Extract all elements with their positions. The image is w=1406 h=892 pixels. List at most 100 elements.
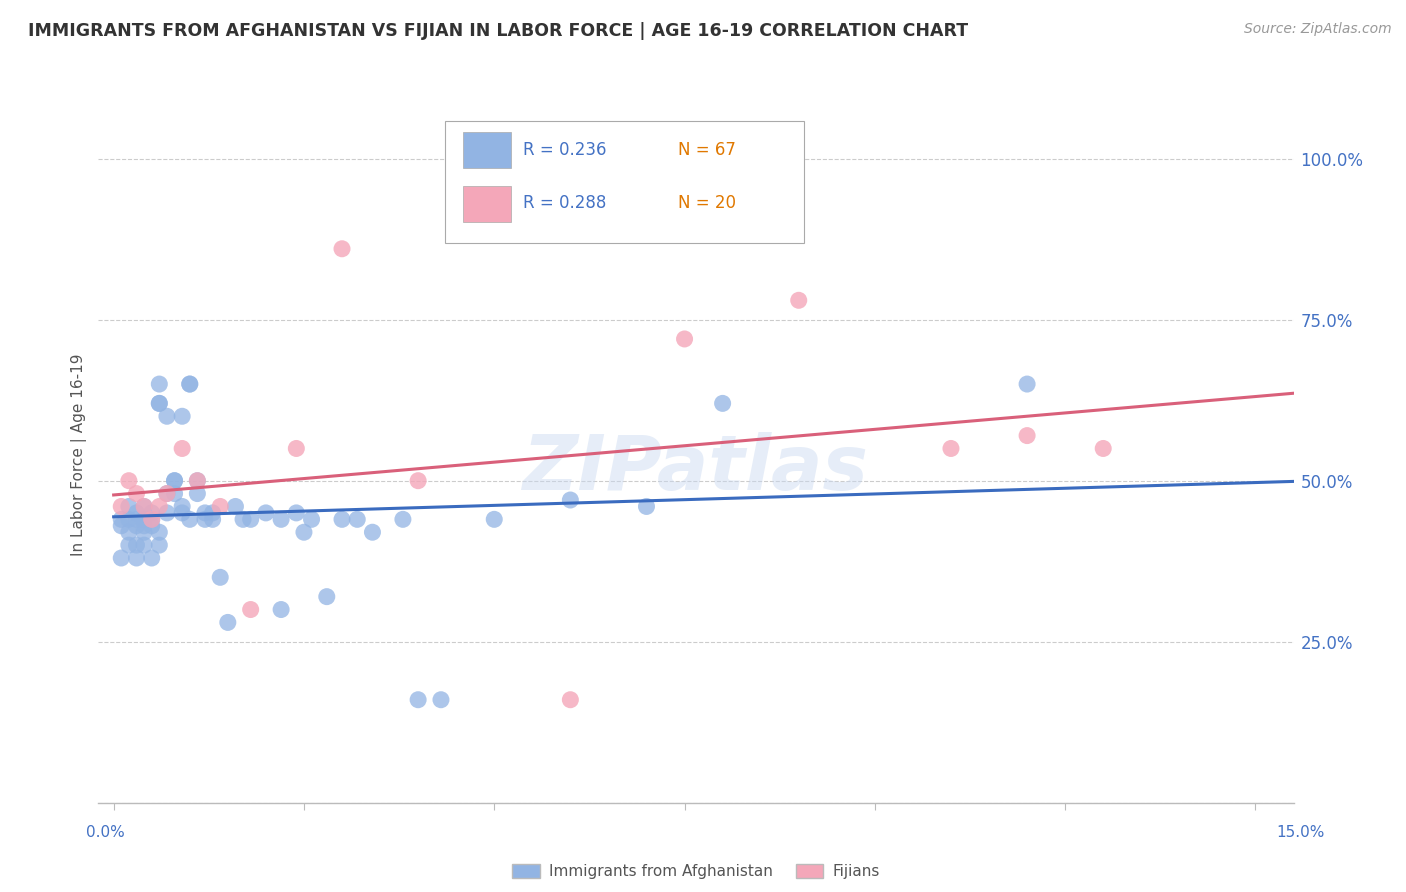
Point <box>172 500 194 514</box>
Text: ZIPatlas: ZIPatlas <box>523 432 869 506</box>
FancyBboxPatch shape <box>444 121 804 243</box>
Point <box>148 525 170 540</box>
Point <box>254 506 277 520</box>
Point <box>186 474 208 488</box>
Point <box>179 377 201 392</box>
Point <box>217 615 239 630</box>
Text: Source: ZipAtlas.com: Source: ZipAtlas.com <box>1244 22 1392 37</box>
Point <box>636 500 658 514</box>
FancyBboxPatch shape <box>463 186 510 222</box>
Point <box>141 512 163 526</box>
Point <box>787 293 810 308</box>
Point <box>172 409 194 424</box>
Point <box>346 512 368 526</box>
Point <box>330 242 353 256</box>
Point <box>163 474 186 488</box>
Point <box>224 500 246 514</box>
Point <box>125 551 148 566</box>
Point <box>179 377 201 392</box>
Point <box>110 551 132 566</box>
Point <box>239 512 262 526</box>
Point <box>201 506 224 520</box>
Point <box>711 396 734 410</box>
Legend: Immigrants from Afghanistan, Fijians: Immigrants from Afghanistan, Fijians <box>506 858 886 886</box>
Point <box>361 525 384 540</box>
Point <box>209 570 232 584</box>
Point <box>285 442 308 456</box>
Point <box>156 506 179 520</box>
Point <box>125 518 148 533</box>
Point <box>118 500 141 514</box>
Text: 0.0%: 0.0% <box>86 825 125 840</box>
Point <box>148 538 170 552</box>
Text: R = 0.288: R = 0.288 <box>523 194 606 212</box>
Point <box>118 512 141 526</box>
Point <box>939 442 962 456</box>
Point <box>118 538 141 552</box>
Point <box>141 506 163 520</box>
Point <box>132 518 155 533</box>
Point <box>560 493 582 508</box>
Point <box>148 377 170 392</box>
Point <box>560 692 582 706</box>
Point <box>186 486 208 500</box>
Point <box>132 538 155 552</box>
Point <box>673 332 696 346</box>
Point <box>163 474 186 488</box>
Point <box>194 512 217 526</box>
Point <box>186 474 208 488</box>
Point <box>1092 442 1115 456</box>
Point <box>232 512 254 526</box>
FancyBboxPatch shape <box>463 132 510 169</box>
Point <box>392 512 415 526</box>
Point <box>148 396 170 410</box>
Point <box>1017 428 1039 442</box>
Point <box>330 512 353 526</box>
Point <box>156 486 179 500</box>
Point <box>270 512 292 526</box>
Point <box>301 512 323 526</box>
Point <box>118 474 141 488</box>
Point <box>239 602 262 616</box>
Point <box>406 692 429 706</box>
Point <box>194 506 217 520</box>
Point <box>110 518 132 533</box>
Point <box>141 551 163 566</box>
Point <box>125 506 148 520</box>
Point <box>132 500 155 514</box>
Point <box>125 486 148 500</box>
Point <box>132 525 155 540</box>
Point <box>172 442 194 456</box>
Point <box>148 396 170 410</box>
Point <box>141 518 163 533</box>
Point <box>156 409 179 424</box>
Point <box>292 525 315 540</box>
Text: IMMIGRANTS FROM AFGHANISTAN VS FIJIAN IN LABOR FORCE | AGE 16-19 CORRELATION CHA: IMMIGRANTS FROM AFGHANISTAN VS FIJIAN IN… <box>28 22 969 40</box>
Point <box>1017 377 1039 392</box>
Point <box>110 500 132 514</box>
Point <box>406 474 429 488</box>
Point <box>209 500 232 514</box>
Point <box>315 590 337 604</box>
Point <box>132 512 155 526</box>
Text: N = 20: N = 20 <box>678 194 737 212</box>
Text: 15.0%: 15.0% <box>1277 825 1324 840</box>
Point <box>125 538 148 552</box>
Point <box>110 512 132 526</box>
Point <box>141 512 163 526</box>
Point <box>270 602 292 616</box>
Point <box>201 512 224 526</box>
Text: R = 0.236: R = 0.236 <box>523 141 606 159</box>
Text: N = 67: N = 67 <box>678 141 735 159</box>
Y-axis label: In Labor Force | Age 16-19: In Labor Force | Age 16-19 <box>72 353 87 557</box>
Point <box>163 486 186 500</box>
Point <box>172 506 194 520</box>
Point <box>285 506 308 520</box>
Point <box>179 512 201 526</box>
Point <box>118 525 141 540</box>
Point <box>125 512 148 526</box>
Point <box>148 500 170 514</box>
Point <box>484 512 506 526</box>
Point <box>132 500 155 514</box>
Point <box>156 486 179 500</box>
